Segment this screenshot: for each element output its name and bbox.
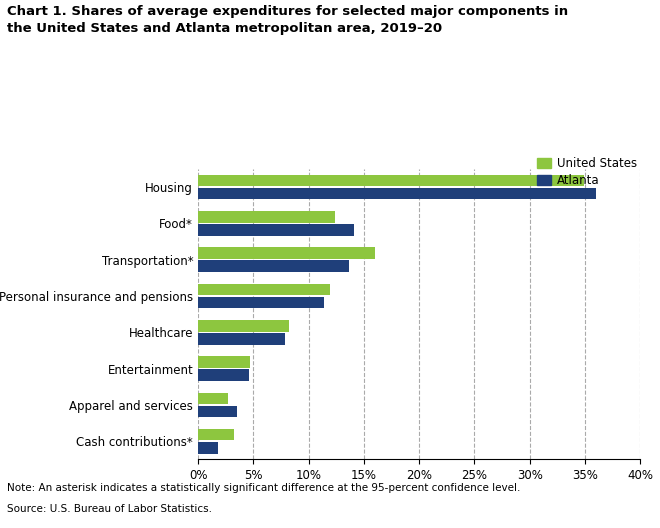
Bar [198,260,349,272]
Legend: United States, Atlanta: United States, Atlanta [534,154,641,191]
Bar [198,392,228,404]
Bar [198,442,218,454]
Bar [198,320,288,332]
Bar [198,356,250,368]
Bar [198,247,375,259]
Text: Note: An asterisk indicates a statistically significant difference at the 95-per: Note: An asterisk indicates a statistica… [7,483,520,493]
Text: Source: U.S. Bureau of Labor Statistics.: Source: U.S. Bureau of Labor Statistics. [7,504,212,514]
Bar [198,175,584,186]
Bar [198,429,234,440]
Bar [198,284,329,295]
Bar [198,188,596,200]
Bar [198,333,285,345]
Text: Chart 1. Shares of average expenditures for selected major components in
the Uni: Chart 1. Shares of average expenditures … [7,5,568,35]
Bar [198,224,354,235]
Bar [198,369,249,381]
Bar [198,211,335,223]
Bar [198,406,237,417]
Bar [198,297,324,308]
